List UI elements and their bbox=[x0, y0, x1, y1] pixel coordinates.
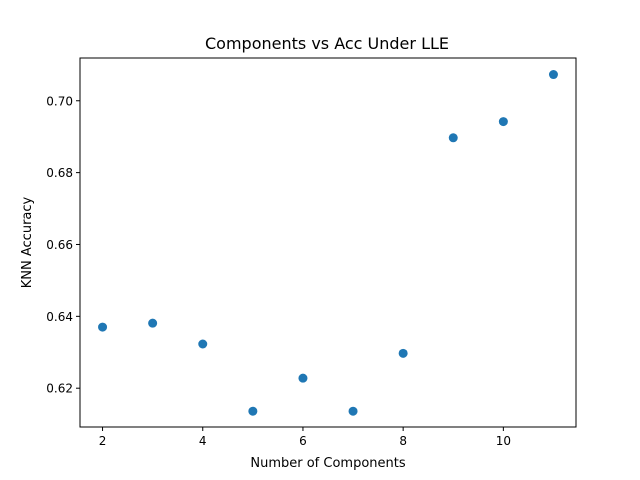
data-point bbox=[148, 318, 158, 328]
chart-title: Components vs Acc Under LLE bbox=[205, 34, 449, 53]
y-axis-label: KNN Accuracy bbox=[20, 196, 35, 288]
data-point bbox=[298, 373, 308, 383]
y-tick-label: 0.64 bbox=[46, 310, 73, 324]
data-point bbox=[548, 70, 558, 80]
x-axis-ticks: 2 4 6 8 10 bbox=[99, 427, 511, 448]
y-tick-label: 0.66 bbox=[46, 238, 73, 252]
x-tick-label: 2 bbox=[99, 434, 107, 448]
x-tick-label: 4 bbox=[199, 434, 207, 448]
x-axis-label: Number of Components bbox=[250, 456, 405, 471]
data-point bbox=[98, 322, 108, 332]
x-tick-label: 6 bbox=[299, 434, 307, 448]
data-point bbox=[198, 339, 208, 349]
y-tick-label: 0.70 bbox=[46, 94, 73, 108]
x-tick-label: 10 bbox=[496, 434, 511, 448]
data-points bbox=[98, 70, 558, 416]
plot-frame bbox=[79, 57, 577, 428]
data-point bbox=[248, 406, 258, 416]
data-point bbox=[448, 133, 458, 143]
y-tick-label: 0.68 bbox=[46, 166, 73, 180]
data-point bbox=[498, 117, 508, 127]
y-axis-ticks: 0.62 0.64 0.66 0.68 0.70 bbox=[46, 94, 80, 396]
x-tick-label: 8 bbox=[399, 434, 407, 448]
data-point bbox=[398, 348, 408, 358]
y-tick-label: 0.62 bbox=[46, 382, 73, 396]
data-point bbox=[348, 406, 358, 416]
